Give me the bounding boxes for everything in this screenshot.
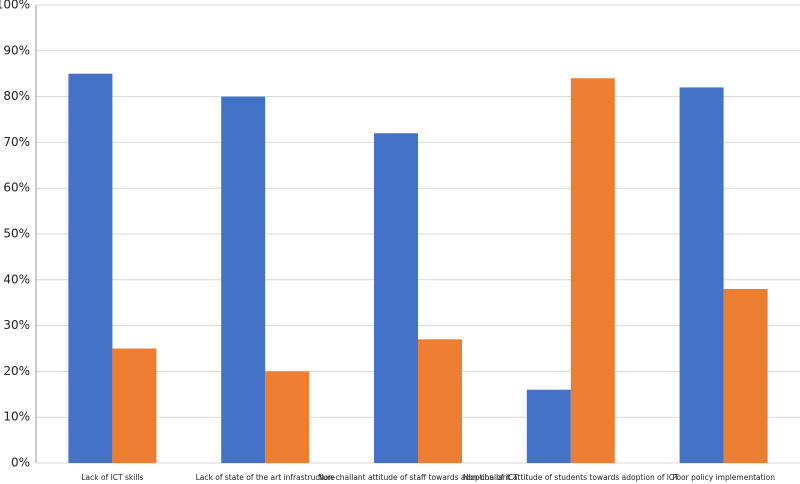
x-tick-label: Non-challant attitude of staff towards a…	[318, 473, 518, 482]
bar	[221, 96, 266, 463]
y-tick-label: 50%	[3, 227, 30, 241]
bar	[418, 339, 462, 463]
x-tick-label: Non-challant attitude of students toward…	[463, 473, 679, 482]
x-tick-label: Poor policy implementation	[672, 473, 775, 482]
x-tick-label: Lack of ICT skills	[81, 473, 143, 482]
bar	[679, 87, 724, 463]
y-tick-label: 60%	[3, 181, 30, 195]
y-tick-label: 10%	[3, 410, 30, 424]
y-tick-label: 20%	[3, 364, 30, 378]
bar	[570, 78, 615, 463]
x-tick-label: Lack of state of the art infrastructure	[196, 473, 336, 482]
y-tick-label: 40%	[3, 272, 30, 286]
bar	[112, 348, 157, 463]
bar	[68, 73, 113, 463]
bar	[526, 389, 571, 463]
bar	[265, 371, 310, 463]
y-tick-label: 100%	[0, 0, 30, 12]
y-tick-label: 70%	[3, 135, 30, 149]
y-tick-label: 30%	[3, 318, 30, 332]
y-tick-label: 0%	[11, 456, 30, 470]
bar	[723, 288, 768, 463]
y-tick-label: 80%	[3, 89, 30, 103]
bar	[374, 133, 418, 464]
y-tick-label: 90%	[3, 43, 30, 57]
